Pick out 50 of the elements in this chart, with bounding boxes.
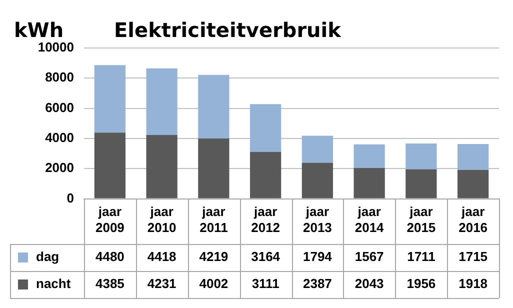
- bar: [354, 144, 385, 168]
- data-label: 3111: [252, 276, 280, 292]
- bar: [406, 144, 437, 170]
- data-label: 4231: [147, 276, 176, 292]
- bar: [198, 138, 230, 198]
- data-label: 1567: [354, 249, 384, 264]
- x-tick-label: jaar 2015: [406, 204, 436, 235]
- bar: [146, 68, 178, 135]
- bar: [302, 162, 333, 198]
- data-label: 1794: [302, 249, 333, 264]
- y-tick-label: 4000: [45, 130, 74, 146]
- data-label: 3164: [251, 249, 281, 264]
- x-tick-label: jaar 2010: [147, 204, 176, 235]
- bar: [198, 74, 230, 138]
- y-tick-label: 10000: [38, 40, 74, 55]
- y-tick-label: 6000: [45, 100, 74, 115]
- y-tick-label: 0: [66, 190, 74, 206]
- x-tick-label: jaar 2012: [251, 204, 280, 235]
- data-label: 1956: [406, 276, 436, 292]
- data-label: 4480: [95, 249, 124, 264]
- bar: [354, 168, 385, 198]
- data-label: 4219: [199, 249, 228, 264]
- bar: [250, 152, 282, 198]
- data-label: 4418: [147, 249, 176, 264]
- chart-title: Elektriciteitverbruik: [114, 18, 342, 42]
- y-tick-label: 2000: [45, 160, 74, 176]
- legend-label: nacht: [36, 276, 72, 292]
- x-tick-label: jaar 2009: [95, 204, 124, 235]
- data-label: 4002: [199, 276, 228, 292]
- data-label: 1918: [458, 276, 488, 292]
- x-tick-label: jaar 2016: [458, 204, 488, 235]
- x-tick-label: jaar 2014: [354, 204, 385, 235]
- data-label: 1715: [458, 249, 488, 264]
- bar: [302, 136, 333, 163]
- data-label: 2387: [302, 276, 332, 292]
- bar: [458, 170, 489, 198]
- bar: [94, 132, 126, 198]
- x-tick-label: jaar 2013: [302, 204, 332, 235]
- data-label: 4385: [95, 276, 124, 292]
- y-tick-label: 8000: [45, 70, 74, 85]
- y-axis-title: kWh: [14, 18, 64, 42]
- data-label: 2043: [354, 276, 384, 292]
- bar: [94, 65, 126, 133]
- bar: [458, 144, 489, 170]
- bar: [250, 104, 282, 152]
- bar: [146, 134, 178, 198]
- bar: [406, 169, 437, 198]
- x-tick-label: jaar 2011: [200, 204, 228, 235]
- legend-label: dag: [36, 249, 60, 264]
- data-label: 1711: [407, 249, 436, 264]
